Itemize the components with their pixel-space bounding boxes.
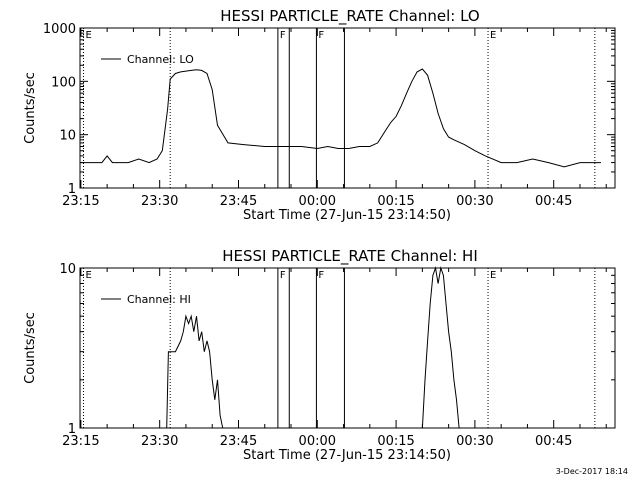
- y-axis-label: Counts/sec: [23, 72, 38, 144]
- y-tick-label: 10: [59, 262, 76, 277]
- x-axis-label: Start Time (27-Jun-15 23:14:50): [243, 208, 451, 223]
- lo-channel-panel: HESSI PARTICLE_RATE Channel: LO 1 10 100 100…: [23, 7, 616, 223]
- y-tick-label: 1: [68, 182, 76, 197]
- x-tick-label: 23:30: [141, 194, 178, 209]
- chart-title: HESSI PARTICLE_RATE Channel: HI: [222, 247, 478, 266]
- axis-frame: [79, 27, 616, 189]
- event-label: E: [490, 270, 496, 281]
- y-tick-label: 1: [68, 422, 76, 437]
- y-axis-label: Counts/sec: [23, 312, 38, 384]
- y-tick-label: 10: [59, 129, 76, 144]
- legend-label: Channel: LO: [127, 53, 194, 66]
- event-label: F: [318, 30, 324, 41]
- data-series-line: [166, 266, 460, 429]
- event-label: F: [280, 30, 286, 41]
- x-tick-label: 00:30: [456, 194, 493, 209]
- event-label: F: [318, 270, 324, 281]
- date-stamp: 3-Dec-2017 18:14: [556, 467, 628, 476]
- event-label: E: [490, 30, 496, 41]
- x-tick-label: 23:30: [141, 434, 178, 449]
- data-series-line: [80, 68, 601, 168]
- x-tick-label: 00:00: [299, 194, 336, 209]
- y-tick-label: 1000: [43, 22, 76, 37]
- x-tick-label: 23:15: [62, 194, 99, 209]
- x-tick-label: 00:00: [299, 434, 336, 449]
- event-label: E: [86, 270, 92, 281]
- x-tick-label: 00:15: [377, 194, 414, 209]
- axis-frame: [79, 267, 616, 429]
- x-tick-label: 23:15: [62, 434, 99, 449]
- x-tick-label: 00:15: [377, 434, 414, 449]
- x-tick-label: 00:45: [535, 434, 572, 449]
- event-label: F: [280, 270, 286, 281]
- hi-channel-panel: HESSI PARTICLE_RATE Channel: HI 1 10 23:15 2…: [23, 247, 616, 463]
- legend-label: Channel: HI: [127, 293, 191, 306]
- x-tick-label: 23:45: [220, 434, 257, 449]
- event-label: E: [86, 30, 92, 41]
- x-tick-label: 23:45: [220, 194, 257, 209]
- x-tick-label: 00:45: [535, 194, 572, 209]
- x-tick-label: 00:30: [456, 434, 493, 449]
- y-tick-label: 100: [51, 75, 76, 90]
- x-axis-label: Start Time (27-Jun-15 23:14:50): [243, 448, 451, 463]
- chart-title: HESSI PARTICLE_RATE Channel: LO: [220, 7, 479, 26]
